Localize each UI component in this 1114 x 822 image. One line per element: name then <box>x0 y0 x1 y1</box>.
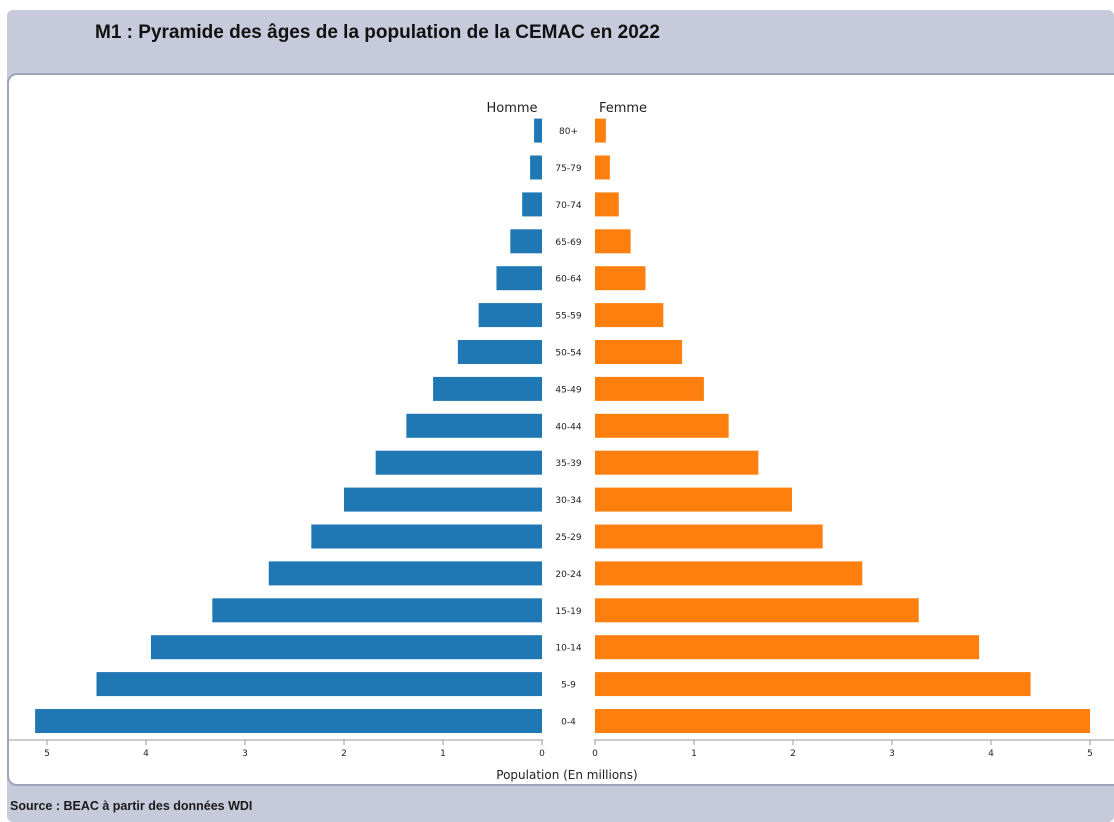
femme-bars <box>595 118 1090 733</box>
legend-homme: Homme <box>486 101 537 116</box>
bar-femme-30-34 <box>595 487 793 512</box>
age-label: 5-9 <box>561 681 576 691</box>
bar-femme-0-4 <box>595 709 1090 733</box>
source-note: Source : BEAC à partir des données WDI <box>10 799 253 813</box>
figure-title: M1 : Pyramide des âges de la population … <box>95 22 660 43</box>
x-tick-label-left: 0 <box>539 749 545 759</box>
bar-femme-35-39 <box>595 450 759 475</box>
bar-homme-75-79 <box>530 155 542 180</box>
x-axis-ticks: 0 0 1 1 2 2 3 3 4 4 5 5 <box>44 740 1093 759</box>
age-label: 75-79 <box>555 164 581 174</box>
legend-femme: Femme <box>599 101 647 116</box>
x-tick-label-right: 5 <box>1087 749 1093 759</box>
bar-femme-75-79 <box>595 155 610 180</box>
x-tick-label-left: 3 <box>242 749 248 759</box>
age-label: 20-24 <box>555 570 581 580</box>
age-label: 40-44 <box>555 422 581 432</box>
x-tick-label-left: 4 <box>143 749 149 759</box>
bar-homme-0-4 <box>35 709 543 733</box>
age-label: 80+ <box>559 127 578 137</box>
bar-homme-60-64 <box>496 266 542 291</box>
bar-femme-70-74 <box>595 192 619 217</box>
x-tick-label-right: 4 <box>988 749 994 759</box>
bar-femme-10-14 <box>595 635 980 660</box>
bar-homme-10-14 <box>150 635 542 660</box>
x-tick-label-left: 1 <box>440 749 446 759</box>
homme-bars <box>35 118 543 733</box>
x-tick-label-left: 5 <box>44 749 50 759</box>
bar-homme-55-59 <box>478 303 542 328</box>
x-tick-label-right: 0 <box>592 749 598 759</box>
x-tick-label-right: 1 <box>691 749 697 759</box>
age-label: 65-69 <box>555 238 581 248</box>
age-label: 25-29 <box>555 533 581 543</box>
age-label: 10-14 <box>555 644 581 654</box>
bar-femme-60-64 <box>595 266 646 291</box>
x-axis-label: Population (En millions) <box>496 768 637 782</box>
bar-homme-35-39 <box>375 450 542 475</box>
bar-femme-5-9 <box>595 672 1031 697</box>
age-labels: 0-4 5-9 10-14 15-19 20-24 25-29 30-34 35-39 40-4… <box>555 127 581 727</box>
age-label: 55-59 <box>555 312 581 322</box>
age-label: 15-19 <box>555 607 581 617</box>
age-label: 45-49 <box>555 385 581 395</box>
bar-homme-45-49 <box>433 376 542 401</box>
bar-femme-80+ <box>595 118 606 143</box>
chart-panel <box>7 73 1114 786</box>
bar-homme-20-24 <box>268 561 542 586</box>
age-label: 0-4 <box>561 718 576 728</box>
bar-homme-65-69 <box>510 229 542 254</box>
bar-femme-20-24 <box>595 561 863 586</box>
bar-homme-30-34 <box>344 487 542 512</box>
x-tick-label-left: 2 <box>341 749 347 759</box>
bar-femme-65-69 <box>595 229 631 254</box>
bar-femme-15-19 <box>595 598 919 623</box>
bar-femme-40-44 <box>595 413 729 438</box>
age-label: 35-39 <box>555 459 581 469</box>
x-tick-label-right: 2 <box>790 749 796 759</box>
bar-homme-70-74 <box>522 192 542 217</box>
x-tick-label-right: 3 <box>889 749 895 759</box>
age-label: 60-64 <box>555 275 581 285</box>
bar-homme-80+ <box>534 118 542 143</box>
bar-femme-25-29 <box>595 524 823 549</box>
bar-femme-50-54 <box>595 340 683 364</box>
bar-homme-15-19 <box>212 598 542 623</box>
age-label: 30-34 <box>555 496 581 506</box>
age-label: 70-74 <box>555 201 581 211</box>
bar-homme-40-44 <box>406 413 542 438</box>
bar-homme-25-29 <box>311 524 542 549</box>
bar-femme-45-49 <box>595 376 704 401</box>
bar-homme-5-9 <box>96 672 542 697</box>
bar-femme-55-59 <box>595 303 664 328</box>
age-label: 50-54 <box>555 349 581 359</box>
bar-homme-50-54 <box>457 340 542 364</box>
